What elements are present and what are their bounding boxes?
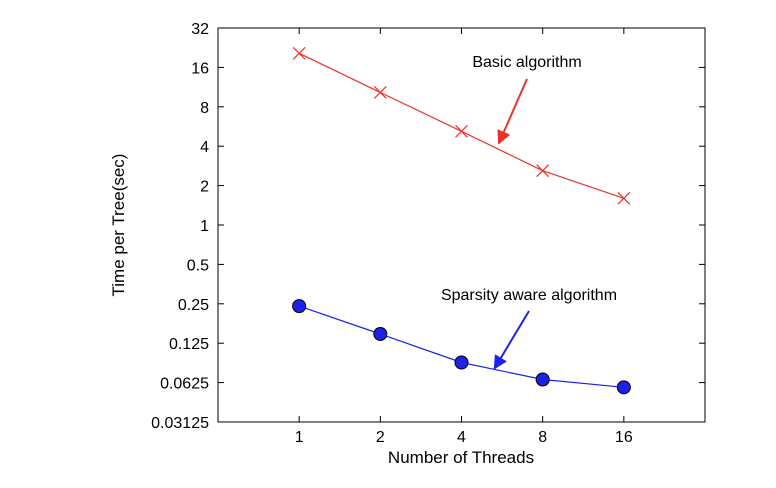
annotation-label: Sparsity aware algorithm [441, 287, 617, 304]
annotation-layer: Basic algorithm Sparsity aware algorithm [441, 54, 617, 370]
data-point-x-marker [536, 164, 550, 178]
x-marker-stroke [536, 164, 550, 178]
x-axis: 1 2 4 8 16 [295, 28, 633, 446]
series-layer [292, 46, 631, 395]
y-tick-label: 4 [200, 139, 209, 156]
y-tick-label: 0.5 [187, 257, 209, 274]
annotation-label: Basic algorithm [472, 54, 581, 71]
data-point-x-marker [292, 46, 306, 60]
y-axis-label: Time per Tree(sec) [109, 154, 128, 297]
data-point-x-marker [617, 191, 631, 205]
y-tick-label: 0.125 [169, 336, 209, 353]
data-point-circle [535, 372, 550, 387]
data-point-circle [454, 355, 469, 370]
x-marker-stroke [373, 86, 387, 99]
x-tick-label: 4 [457, 429, 466, 446]
x-tick-label: 1 [295, 429, 304, 446]
x-marker-stroke [292, 46, 306, 60]
x-tick-label: 8 [538, 429, 547, 446]
x-axis-label: Number of Threads [388, 448, 534, 467]
y-tick-label: 0.0625 [160, 376, 209, 393]
data-point-x-marker [373, 86, 387, 99]
y-tick-label: 2 [200, 179, 209, 196]
y-tick-label: 32 [191, 21, 209, 38]
annotation-arrow [497, 78, 528, 145]
y-tick-label: 16 [191, 60, 209, 77]
x-tick-label: 16 [615, 429, 633, 446]
y-tick-label: 0.25 [178, 297, 209, 314]
data-point-circle [292, 299, 307, 314]
y-tick-label: 1 [200, 218, 209, 235]
annotation-arrow [493, 310, 530, 370]
y-tick-label: 0.03125 [151, 415, 209, 432]
x-marker-stroke [455, 124, 468, 138]
y-axis: 0.03125 0.0625 0.125 0.25 0.5 1 2 4 8 16 32 [151, 21, 705, 432]
x-tick-label: 2 [376, 429, 385, 446]
x-marker-stroke [617, 191, 631, 205]
data-point-x-marker [455, 124, 468, 138]
data-point-circle [616, 380, 631, 395]
y-tick-label: 8 [200, 100, 209, 117]
data-point-circle [373, 326, 388, 341]
